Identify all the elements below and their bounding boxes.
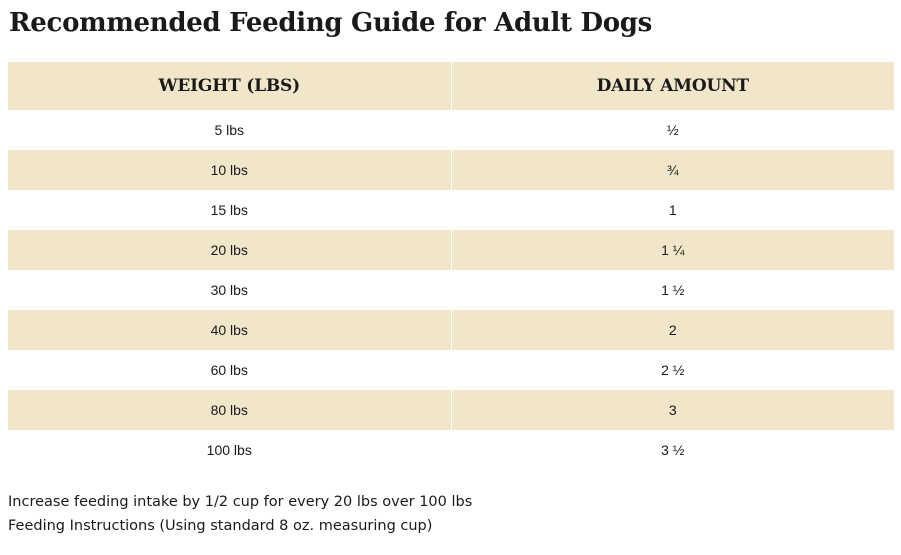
feeding-table: WEIGHT (LBS) DAILY AMOUNT 5 lbs ½ 10 lbs… [8,62,894,470]
weight-cell: 15 lbs [8,190,452,230]
table-row: 30 lbs 1 ½ [8,270,894,310]
daily-amount-cell: 2 ½ [661,362,685,378]
table-row: 40 lbs 2 [8,310,894,350]
daily-amount-cell: 1 ½ [661,282,685,298]
daily-amount-cell: 3 ½ [661,442,685,458]
column-header-weight: WEIGHT (LBS) [8,62,452,110]
table-header-row: WEIGHT (LBS) DAILY AMOUNT [8,62,894,110]
table-row: 80 lbs 3 [8,390,894,430]
weight-cell: 60 lbs [8,350,452,390]
table-row: 100 lbs 3 ½ [8,430,894,470]
daily-amount-cell: 2 [668,322,677,338]
weight-cell: 80 lbs [8,390,452,430]
daily-amount-cell: 1 [668,202,677,218]
table-row: 20 lbs 1 ¼ [8,230,894,270]
weight-cell: 20 lbs [8,230,452,270]
daily-amount-cell: 1 ¼ [661,242,685,258]
table-row: 10 lbs ¾ [8,150,894,190]
overweight-feeding-note: Increase feeding intake by 1/2 cup for e… [8,494,473,510]
weight-cell: 40 lbs [8,310,452,350]
daily-amount-cell: ½ [666,122,679,138]
table-row: 15 lbs 1 [8,190,894,230]
weight-cell: 100 lbs [8,430,452,470]
weight-cell: 30 lbs [8,270,452,310]
table-row: 5 lbs ½ [8,110,894,150]
daily-amount-cell: ¾ [666,162,679,178]
footnotes: Increase feeding intake by 1/2 cup for e… [8,490,472,538]
column-header-daily-amount: DAILY AMOUNT [596,76,749,96]
daily-amount-cell: 3 [668,402,677,418]
weight-cell: 10 lbs [8,150,452,190]
page-title: Recommended Feeding Guide for Adult Dogs [9,8,652,38]
weight-cell: 5 lbs [8,110,452,150]
table-row: 60 lbs 2 ½ [8,350,894,390]
measuring-cup-note: Feeding Instructions (Using standard 8 o… [8,518,433,534]
